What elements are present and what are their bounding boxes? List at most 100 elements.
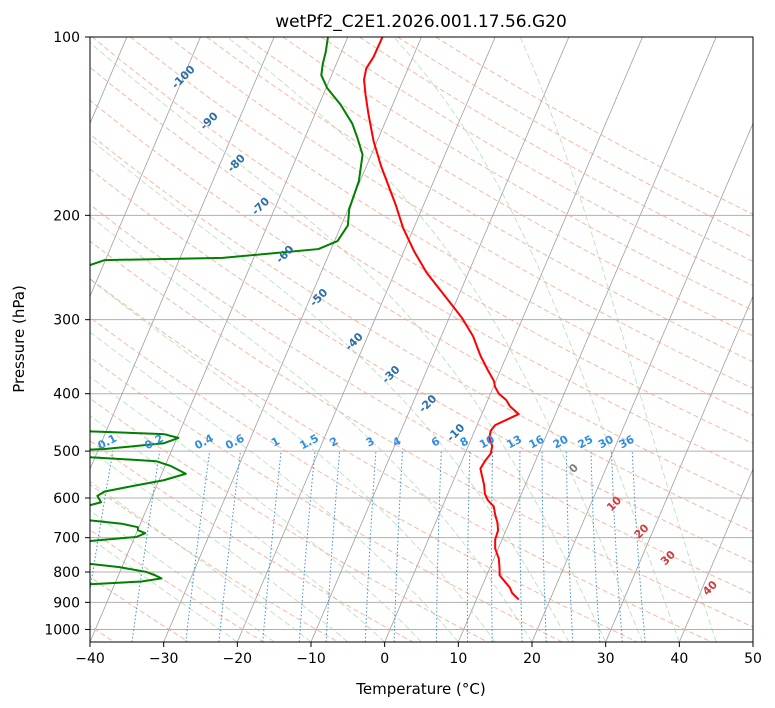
mixing-ratio-line (298, 451, 316, 642)
y-tick-label: 700 (53, 531, 80, 547)
mixing-ratio-label: 0.1 (96, 432, 119, 453)
x-tick-label: 10 (449, 651, 467, 667)
dry-adiabat-line (90, 278, 712, 642)
dry-adiabat-line (90, 440, 414, 642)
isotherm-line (384, 37, 643, 642)
mixing-ratio-line (393, 451, 403, 642)
x-tick-label: −20 (223, 651, 253, 667)
mixing-ratio-label: 2 (328, 434, 341, 449)
background-lines (90, 37, 753, 642)
moist-adiabat-line (90, 138, 570, 642)
isotherm-line (90, 37, 201, 298)
dry-adiabat-line (244, 37, 753, 337)
y-tick-label: 900 (53, 595, 80, 611)
dry-adiabat-line (90, 66, 753, 473)
dry-adiabat-line (90, 576, 190, 642)
isotherm-line (163, 37, 422, 642)
mixing-ratio-label: 16 (527, 433, 547, 452)
moist-adiabat-line (90, 449, 349, 642)
dry-adiabat-line (435, 37, 753, 215)
mixing-ratio-line (631, 451, 646, 642)
mixing-ratio-label: 0.4 (192, 432, 216, 453)
mixing-ratio-label: 36 (617, 433, 637, 452)
moist-adiabat-line (90, 510, 275, 642)
moist-adiabat-label: -40 (343, 330, 366, 353)
x-tick-label: 0 (380, 651, 389, 667)
mixing-ratio-line (325, 451, 341, 642)
dry-adiabat-line (320, 37, 753, 287)
x-tick-label: −40 (75, 651, 105, 667)
isotherm-line (752, 640, 753, 642)
adiabat-label: 0 (566, 461, 581, 476)
mixing-ratio-line (131, 451, 161, 642)
mixing-ratio-line (565, 451, 574, 642)
y-tick-label: 100 (53, 30, 80, 46)
chart-title: wetPf2_C2E1.2026.001.17.56.G20 (275, 12, 567, 32)
dry-adiabat-line (90, 240, 753, 628)
moist-adiabat-label: -20 (416, 392, 439, 415)
mixing-ratio-line (610, 451, 623, 642)
mixing-ratio-label: 20 (551, 433, 571, 452)
moist-adiabat-line (519, 37, 717, 642)
x-tick-label: 40 (670, 651, 688, 667)
mixing-ratio-line (262, 451, 282, 642)
moist-adiabat-label: -90 (198, 109, 221, 132)
moist-adiabat-label: -30 (379, 363, 402, 386)
dry-adiabat-line (90, 316, 638, 642)
mixing-ratio-line (466, 451, 471, 642)
moist-adiabat-label: -50 (307, 286, 330, 309)
dry-adiabat-line (90, 356, 563, 642)
temperature-profile-line (363, 37, 520, 601)
dry-adiabat-line (91, 37, 753, 444)
dry-adiabat-line (90, 529, 264, 642)
y-tick-label: 600 (53, 491, 80, 507)
plot-frame (89, 36, 754, 643)
mixing-ratio-line (185, 451, 211, 642)
moist-adiabat-line (90, 537, 238, 642)
moist-adiabat-line (90, 42, 607, 642)
dry-adiabat-line (90, 99, 753, 502)
moist-adiabat-line (90, 376, 422, 642)
isotherm-line (90, 37, 275, 471)
dry-adiabat-line (90, 133, 753, 532)
mixing-ratio-label: 25 (576, 433, 596, 452)
y-tick-label: 1000 (44, 622, 80, 638)
x-axis-label: Temperature (°C) (355, 680, 485, 698)
x-tick-label: −10 (296, 651, 326, 667)
mixing-ratio-label: 0.6 (223, 432, 247, 453)
mixing-ratio-label: 1.5 (298, 432, 321, 453)
moist-adiabat-line (393, 37, 680, 642)
isotherm-line (678, 468, 753, 642)
dry-adiabat-line (206, 37, 753, 363)
x-tick-label: −30 (149, 651, 179, 667)
x-axis: −40 −30 −20 −10 0 10 20 30 40 50 (75, 642, 762, 667)
x-tick-label: 50 (744, 651, 762, 667)
moist-adiabat-line (90, 278, 496, 642)
y-tick-label: 300 (53, 313, 80, 329)
y-tick-label: 400 (53, 387, 80, 403)
moist-adiabat-line (90, 215, 533, 642)
mixing-ratio-line (491, 451, 494, 642)
x-tick-label: 30 (597, 651, 615, 667)
dry-adiabat-line (168, 37, 753, 389)
mixing-ratio-label: 4 (390, 434, 403, 449)
isotherm-line (236, 37, 496, 642)
mixing-ratio-line (90, 451, 114, 593)
y-tick-label: 800 (53, 565, 80, 581)
mixing-ratio-line (541, 451, 547, 642)
dewpoint-profile-line (90, 37, 364, 586)
moist-adiabat-line (90, 415, 385, 642)
moist-adiabat-line (90, 480, 312, 642)
adiabat-label: 40 (700, 578, 720, 598)
moist-adiabat-label: -100 (169, 63, 198, 92)
y-axis: 100 200 300 400 500 600 700 800 900 1000 (44, 30, 90, 638)
mixing-ratio-line (435, 451, 442, 642)
moist-adiabat-label: -70 (249, 194, 272, 217)
x-tick-label: 20 (523, 651, 541, 667)
profile-lines (90, 37, 520, 601)
adiabat-label: 10 (604, 494, 624, 514)
mixing-ratio-line (218, 451, 242, 642)
isotherm-line (457, 37, 717, 642)
moist-adiabat-label: -60 (273, 242, 296, 265)
